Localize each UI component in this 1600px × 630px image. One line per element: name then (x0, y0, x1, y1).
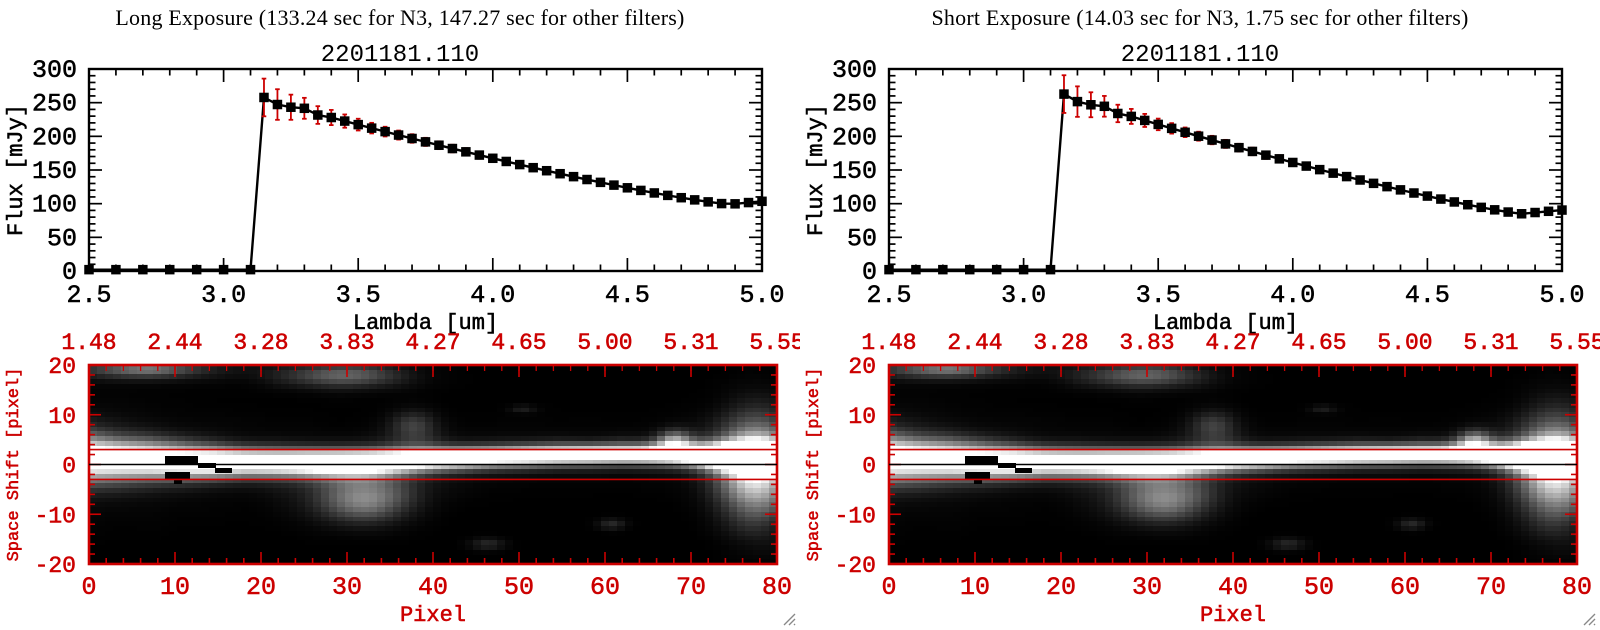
svg-text:10: 10 (960, 573, 990, 602)
svg-text:-20: -20 (35, 553, 76, 579)
svg-text:4.65: 4.65 (1291, 330, 1346, 356)
svg-text:300: 300 (832, 56, 877, 85)
svg-text:2.44: 2.44 (947, 330, 1002, 356)
svg-text:0: 0 (862, 454, 876, 480)
svg-text:60: 60 (1390, 573, 1420, 602)
svg-text:Flux [mJy]: Flux [mJy] (804, 104, 829, 236)
svg-text:20: 20 (1046, 573, 1076, 602)
svg-text:250: 250 (32, 90, 77, 119)
svg-text:0: 0 (62, 454, 76, 480)
svg-text:10: 10 (160, 573, 190, 602)
svg-text:5.00: 5.00 (1377, 330, 1432, 356)
svg-text:10: 10 (48, 404, 76, 430)
svg-text:4.27: 4.27 (1205, 330, 1260, 356)
svg-text:40: 40 (418, 573, 448, 602)
svg-text:4.27: 4.27 (405, 330, 460, 356)
svg-text:300: 300 (32, 56, 77, 85)
svg-text:3.5: 3.5 (1136, 281, 1181, 310)
svg-text:3.83: 3.83 (1119, 330, 1174, 356)
svg-text:200: 200 (832, 123, 877, 152)
svg-text:50: 50 (1304, 573, 1334, 602)
svg-text:3.0: 3.0 (1001, 281, 1046, 310)
svg-text:10: 10 (848, 404, 876, 430)
svg-text:50: 50 (47, 224, 77, 253)
svg-text:40: 40 (1218, 573, 1248, 602)
svg-text:-20: -20 (835, 553, 876, 579)
svg-text:5.31: 5.31 (663, 330, 718, 356)
svg-text:5.55: 5.55 (749, 330, 800, 356)
svg-text:250: 250 (832, 90, 877, 119)
svg-text:20: 20 (246, 573, 276, 602)
svg-text:3.28: 3.28 (1033, 330, 1088, 356)
svg-text:3.83: 3.83 (319, 330, 374, 356)
svg-text:0: 0 (62, 258, 77, 287)
svg-text:60: 60 (590, 573, 620, 602)
svg-text:Pixel: Pixel (400, 603, 466, 628)
svg-text:1.48: 1.48 (61, 330, 116, 356)
svg-text:Pixel: Pixel (1200, 603, 1266, 628)
svg-text:150: 150 (32, 157, 77, 186)
svg-text:Space Shift [pixel]: Space Shift [pixel] (805, 368, 824, 562)
svg-text:3.0: 3.0 (201, 281, 246, 310)
svg-text:5.0: 5.0 (1539, 281, 1584, 310)
svg-text:4.5: 4.5 (1405, 281, 1450, 310)
svg-text:Space Shift [pixel]: Space Shift [pixel] (5, 368, 24, 562)
svg-text:0: 0 (862, 258, 877, 287)
svg-text:30: 30 (1132, 573, 1162, 602)
svg-text:30: 30 (332, 573, 362, 602)
svg-text:20: 20 (848, 354, 876, 380)
svg-text:5.00: 5.00 (577, 330, 632, 356)
svg-text:50: 50 (504, 573, 534, 602)
svg-text:5.31: 5.31 (1463, 330, 1518, 356)
svg-text:4.0: 4.0 (470, 281, 515, 310)
svg-text:Flux [mJy]: Flux [mJy] (4, 104, 29, 236)
svg-text:-10: -10 (35, 503, 76, 529)
svg-text:3.5: 3.5 (336, 281, 381, 310)
svg-text:200: 200 (32, 123, 77, 152)
svg-text:3.28: 3.28 (233, 330, 288, 356)
svg-text:100: 100 (32, 191, 77, 220)
svg-text:100: 100 (832, 191, 877, 220)
svg-text:50: 50 (847, 224, 877, 253)
svg-text:70: 70 (676, 573, 706, 602)
svg-text:1.48: 1.48 (861, 330, 916, 356)
svg-text:70: 70 (1476, 573, 1506, 602)
svg-text:4.0: 4.0 (1270, 281, 1315, 310)
svg-text:4.65: 4.65 (491, 330, 546, 356)
svg-text:2.44: 2.44 (147, 330, 202, 356)
svg-text:80: 80 (762, 573, 792, 602)
svg-text:0: 0 (81, 573, 96, 602)
svg-text:-10: -10 (835, 503, 876, 529)
svg-text:80: 80 (1562, 573, 1592, 602)
svg-text:4.5: 4.5 (605, 281, 650, 310)
svg-text:5.0: 5.0 (739, 281, 784, 310)
svg-text:150: 150 (832, 157, 877, 186)
svg-text:5.55: 5.55 (1549, 330, 1600, 356)
svg-text:20: 20 (48, 354, 76, 380)
svg-text:0: 0 (881, 573, 896, 602)
